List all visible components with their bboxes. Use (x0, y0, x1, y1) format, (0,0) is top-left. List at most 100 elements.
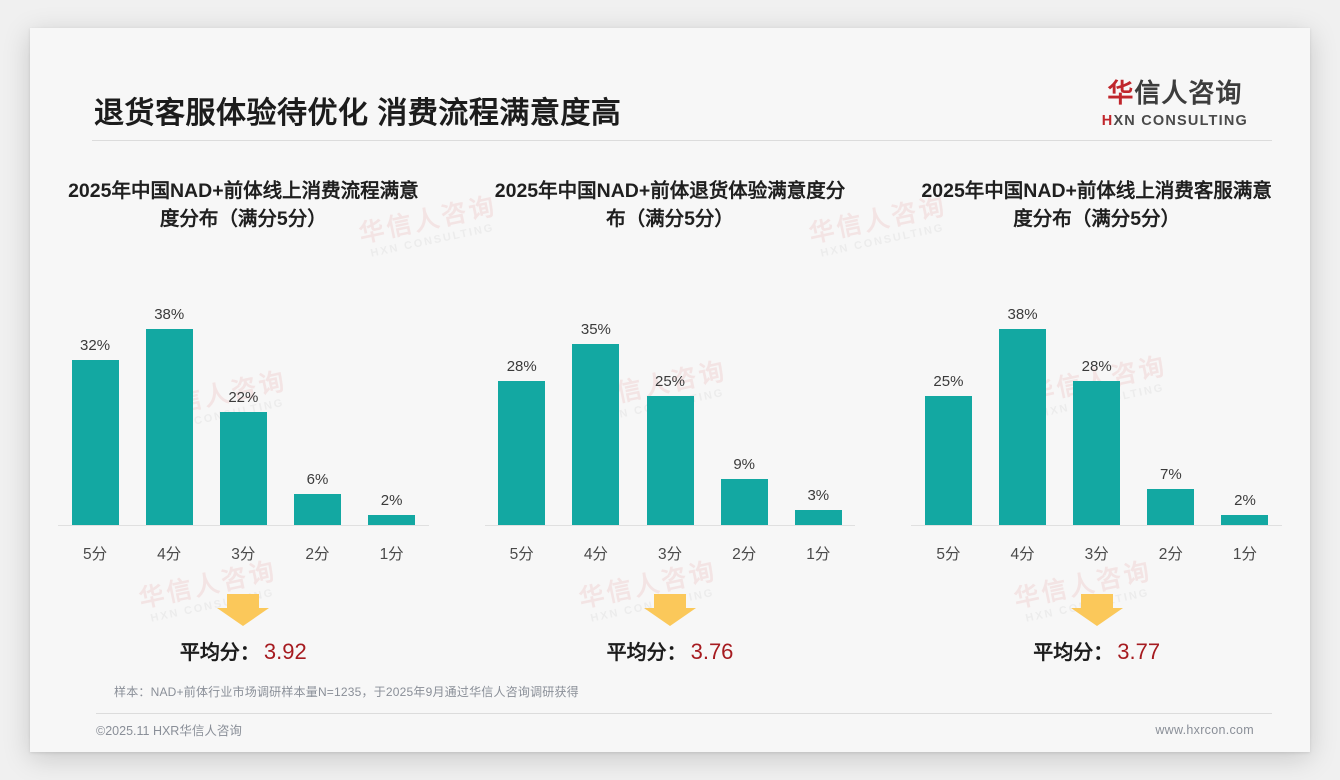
bar[interactable] (646, 396, 694, 525)
average-value: 3.76 (690, 639, 734, 664)
bar-value-label: 3% (807, 486, 830, 504)
source-footnote: 样本：NAD+前体行业市场调研样本量N=1235，于2025年9月通过华信人咨询… (114, 685, 579, 699)
logo-cn-accent: 华 (1107, 78, 1135, 108)
bar-value-label: 25% (933, 373, 964, 391)
x-tick-label: 5分 (83, 546, 108, 563)
x-axis-line (58, 525, 429, 526)
x-tick-label: 1分 (806, 546, 831, 563)
bar[interactable] (999, 329, 1047, 525)
bar-value-label: 7% (1159, 465, 1182, 483)
down-arrow-icon (1070, 594, 1123, 626)
x-tick-label: 3分 (1084, 546, 1109, 563)
bar-slot: 3% (781, 278, 855, 525)
x-axis-labels-1: 5分 4分 3分 2分 1分 (58, 542, 429, 564)
footer-divider (96, 713, 1272, 714)
bar[interactable] (1073, 380, 1121, 525)
charts-row: 2025年中国NAD+前体线上消费流程满意度分布（满分5分） 32% 38% 2… (30, 178, 1310, 670)
bar-value-label: 2% (380, 491, 403, 509)
down-arrow-icon (644, 594, 696, 626)
x-axis-line (484, 525, 856, 526)
bar[interactable] (720, 478, 768, 525)
bar-slot: 6% (280, 278, 354, 525)
bar-slot: 38% (132, 278, 206, 525)
bar-value-label: 28% (1081, 357, 1112, 375)
chart-panel-3: 2025年中国NAD+前体线上消费客服满意度分布（满分5分） 25% 38% 2… (883, 178, 1310, 670)
bar-slot: 38% (985, 278, 1059, 525)
bar-value-label: 38% (154, 306, 185, 323)
bar-slot: 28% (485, 278, 559, 525)
bar[interactable] (1147, 488, 1195, 525)
bar-chart-2: 28% 35% 25% 9% 3% 5分 4分 3分 2分 1分 (471, 278, 870, 578)
bar-value-label: 9% (733, 455, 755, 473)
bar-slot: 9% (707, 278, 781, 525)
x-tick-label: 3分 (657, 546, 683, 563)
bar[interactable] (498, 380, 546, 525)
slide-header: 退货客服体验待优化 消费流程满意度高 华信人咨询 HXN CONSULTING (30, 28, 1310, 140)
bar-slot: 32% (58, 278, 132, 525)
average-label: 平均分： (606, 642, 687, 664)
chart-title-1: 2025年中国NAD+前体线上消费流程满意度分布（满分5分） (68, 180, 419, 230)
bar[interactable] (145, 329, 193, 525)
average-value: 3.92 (263, 639, 307, 664)
footer-copyright: ©2025.11 HXR华信人咨询 (96, 724, 242, 738)
logo-en-rest: XN CONSULTING (1113, 113, 1248, 129)
x-axis-line (911, 525, 1283, 526)
logo-en-accent: H (1101, 113, 1114, 129)
bar-value-label: 28% (506, 357, 537, 375)
x-axis-labels-2: 5分 4分 3分 2分 1分 (485, 542, 856, 564)
logo-cn-rest: 信人咨询 (1134, 78, 1243, 108)
bar[interactable] (71, 359, 119, 525)
x-tick-label: 2分 (305, 546, 330, 563)
logo-en: HXN CONSULTING (1102, 114, 1248, 129)
x-tick-label: 5分 (936, 546, 961, 563)
chart-title-2: 2025年中国NAD+前体退货体验满意度分布（满分5分） (494, 180, 846, 230)
bar-value-label: 25% (655, 373, 686, 391)
bar-slot: 2% (1208, 278, 1282, 525)
down-arrow-icon (217, 594, 270, 626)
slide-card: 华信人咨询 HXN CONSULTING 华信人咨询 HXN CONSULTIN… (30, 28, 1310, 752)
bar-value-label: 2% (1234, 491, 1256, 509)
bar[interactable] (572, 344, 620, 525)
bar-slot: 7% (1134, 278, 1208, 525)
bars-container-1: 32% 38% 22% 6% 2% (58, 278, 429, 525)
x-tick-label: 4分 (157, 546, 182, 563)
logo-cn: 华信人咨询 (1102, 80, 1248, 106)
slide-footer: ©2025.11 HXR华信人咨询 www.hxrcon.com (96, 720, 1254, 739)
bars-container-2: 28% 35% 25% 9% 3% (485, 278, 856, 525)
bar[interactable] (368, 514, 416, 525)
bar[interactable] (1221, 514, 1269, 525)
x-tick-label: 4分 (1010, 546, 1035, 563)
x-tick-label: 4分 (583, 546, 608, 563)
bar-value-label: 35% (580, 321, 611, 339)
bar-value-label: 38% (1007, 306, 1038, 323)
bar-chart-1: 32% 38% 22% 6% 2% 5分 4分 3分 2分 1分 (44, 278, 443, 578)
x-tick-label: 3分 (231, 546, 256, 563)
bar-slot: 35% (559, 278, 633, 525)
x-tick-label: 2分 (1158, 546, 1183, 563)
footer-url[interactable]: www.hxrcon.com (1155, 722, 1254, 737)
bar[interactable] (219, 411, 267, 525)
chart-panel-2: 2025年中国NAD+前体退货体验满意度分布（满分5分） 28% 35% 25%… (457, 178, 884, 670)
bar-slot: 2% (355, 278, 429, 525)
x-tick-label: 2分 (732, 546, 757, 563)
average-value: 3.77 (1117, 639, 1161, 664)
bar[interactable] (794, 509, 842, 525)
x-axis-labels-3: 5分 4分 3分 2分 1分 (911, 542, 1282, 564)
bars-container-3: 25% 38% 28% 7% 2% (911, 278, 1282, 525)
average-block-3: 平均分： 3.77 (897, 592, 1296, 670)
bar-slot: 25% (911, 278, 985, 525)
average-line-3: 平均分： 3.77 (897, 636, 1296, 665)
x-tick-label: 5分 (509, 546, 534, 563)
bar-value-label: 32% (80, 336, 111, 354)
average-line-2: 平均分： 3.76 (471, 636, 870, 665)
average-label: 平均分： (1033, 642, 1114, 664)
bar-value-label: 22% (228, 388, 259, 406)
bar-slot: 22% (206, 278, 280, 525)
x-tick-label: 1分 (1232, 546, 1258, 563)
bar[interactable] (924, 396, 972, 525)
brand-logo: 华信人咨询 HXN CONSULTING (1102, 80, 1248, 129)
bar[interactable] (293, 494, 341, 525)
x-tick-label: 1分 (379, 546, 404, 563)
header-divider (92, 140, 1272, 141)
bar-value-label: 6% (306, 471, 329, 489)
